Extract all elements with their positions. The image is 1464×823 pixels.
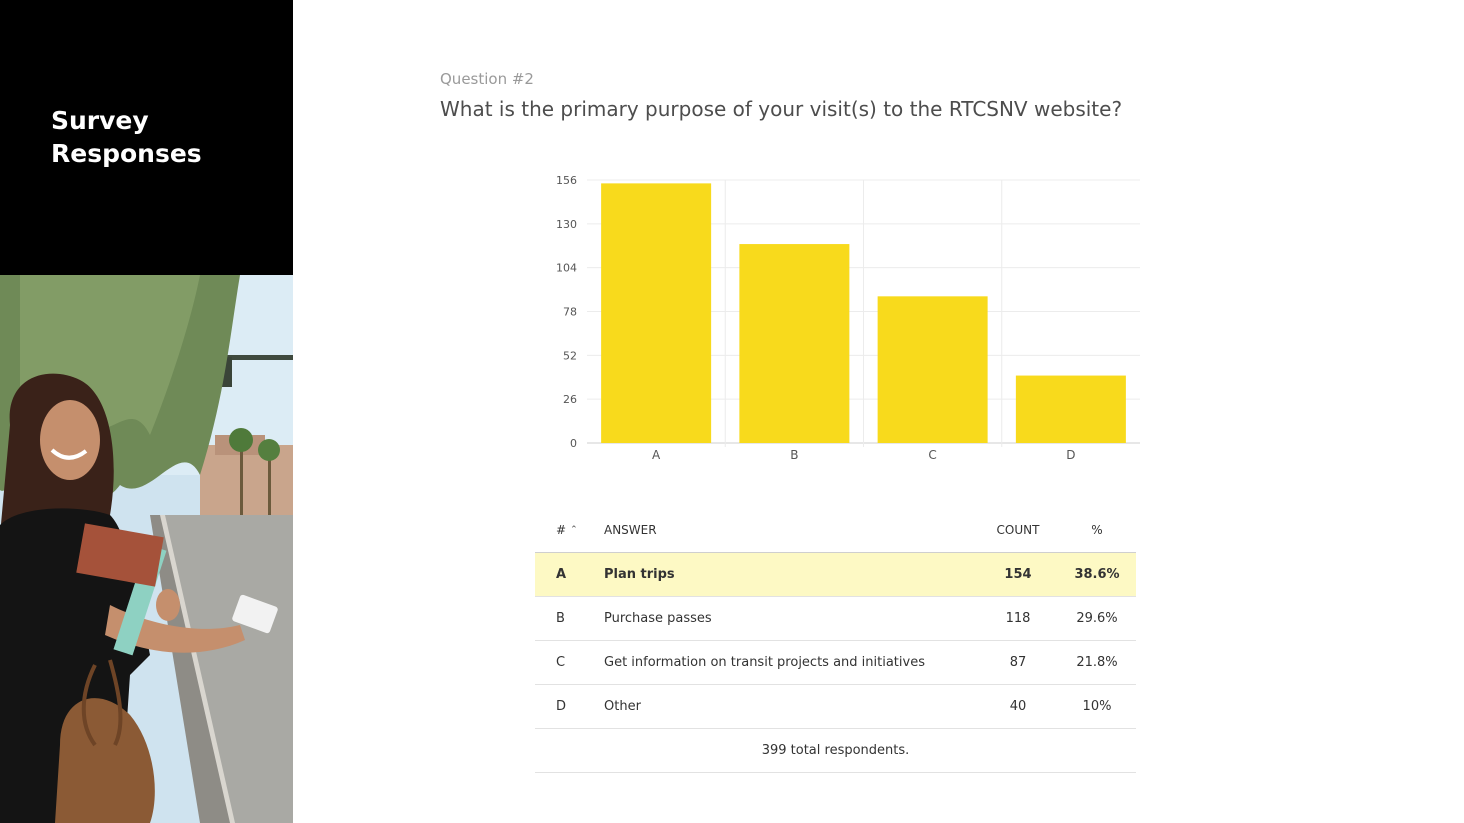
sidebar-header: Survey Responses — [0, 0, 293, 275]
x-tick-label: D — [1066, 448, 1075, 462]
question-text: What is the primary purpose of your visi… — [440, 97, 1123, 121]
row-num: A — [556, 567, 567, 582]
row-answer: Get information on transit projects and … — [604, 655, 925, 670]
sort-ascending-icon[interactable]: ⌃ — [570, 525, 578, 535]
row-percent: 38.6% — [1074, 567, 1120, 582]
table-header-row: # ⌃ ANSWER COUNT % — [535, 508, 1136, 553]
x-tick-label: A — [652, 448, 661, 462]
header-num-label: # — [556, 523, 567, 537]
sidebar-title-line-2: Responses — [51, 139, 202, 168]
sidebar-title: Survey Responses — [51, 104, 202, 170]
row-num: D — [556, 699, 567, 714]
y-tick-label: 52 — [563, 349, 577, 362]
table-row: C Get information on transit projects an… — [535, 641, 1136, 685]
rider-photo — [0, 275, 293, 823]
y-tick-label: 130 — [556, 218, 577, 231]
bar-C — [877, 296, 988, 443]
header-num[interactable]: # ⌃ — [556, 508, 596, 552]
question-label: Question #2 — [440, 70, 534, 88]
row-percent: 21.8% — [1076, 655, 1118, 670]
total-respondents: 399 total respondents. — [535, 729, 1136, 773]
bar-B — [739, 244, 850, 443]
x-tick-label: B — [790, 448, 798, 462]
row-count: 40 — [1009, 699, 1027, 714]
row-percent: 10% — [1082, 699, 1112, 714]
x-tick-label: C — [928, 448, 936, 462]
header-answer: ANSWER — [604, 523, 657, 537]
y-tick-label: 156 — [556, 174, 577, 187]
bar-D — [1015, 375, 1126, 443]
row-count: 154 — [1004, 567, 1032, 582]
row-answer: Plan trips — [604, 567, 675, 582]
results-table: # ⌃ ANSWER COUNT % A Plan trips 154 38.6… — [535, 508, 1136, 773]
chart-bars — [601, 183, 1126, 443]
row-count: 118 — [1005, 611, 1031, 626]
row-num: C — [556, 655, 566, 670]
row-num: B — [556, 611, 565, 626]
y-tick-label: 104 — [556, 262, 577, 275]
bar-chart: 0 26 52 78 104 130 156 A B C D — [556, 174, 1140, 462]
row-percent: 29.6% — [1076, 611, 1118, 626]
y-tick-label: 26 — [563, 393, 577, 406]
chart-labels: 0 26 52 78 104 130 156 A B C D — [556, 174, 1076, 462]
table-row: B Purchase passes 118 29.6% — [535, 597, 1136, 641]
y-tick-label: 0 — [570, 437, 577, 450]
y-tick-label: 78 — [563, 306, 577, 319]
row-answer: Purchase passes — [604, 611, 712, 626]
header-percent: % — [1091, 523, 1103, 537]
row-count: 87 — [1009, 655, 1027, 670]
row-answer: Other — [604, 699, 641, 714]
table-row: A Plan trips 154 38.6% — [535, 553, 1136, 597]
header-count: COUNT — [996, 523, 1040, 537]
sidebar-title-line-1: Survey — [51, 106, 149, 135]
bar-A — [601, 183, 712, 443]
table-row: D Other 40 10% — [535, 685, 1136, 729]
